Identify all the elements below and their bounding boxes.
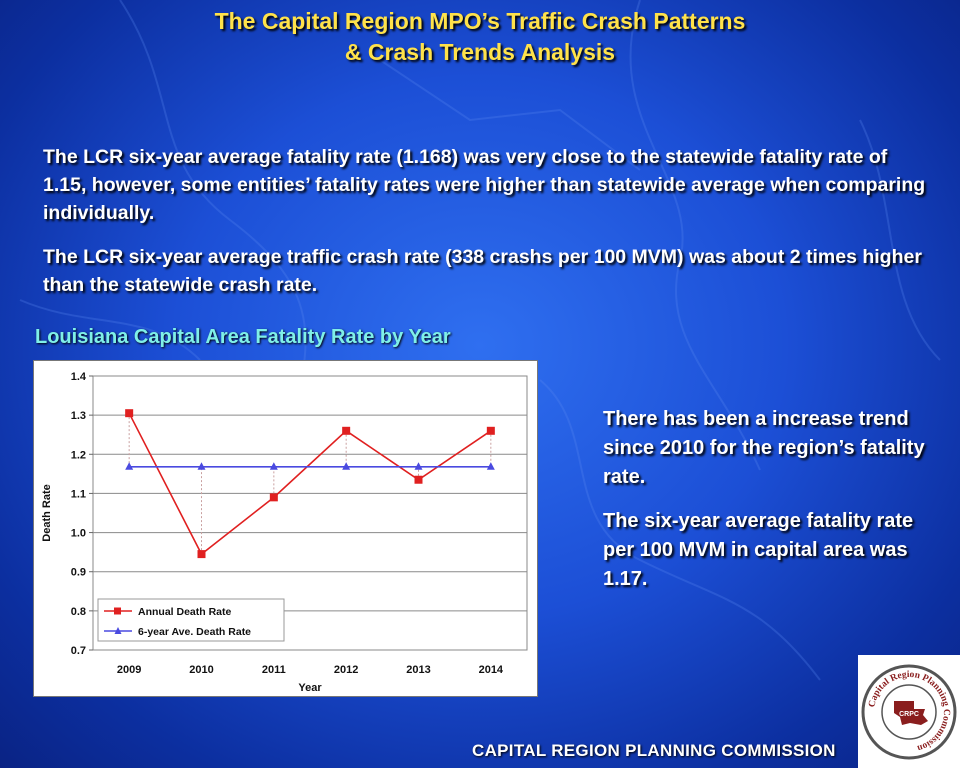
annual-death-rate-point bbox=[125, 409, 134, 418]
average-death-rate-point bbox=[125, 462, 134, 470]
x-tick-label: 2014 bbox=[479, 664, 504, 676]
x-axis-label: Year bbox=[298, 682, 322, 694]
annual-death-rate-point bbox=[269, 493, 278, 502]
y-tick-label: 1.1 bbox=[71, 488, 86, 500]
x-tick-label: 2009 bbox=[117, 664, 141, 676]
fatality-rate-paragraph: The LCR six-year average fatality rate (… bbox=[43, 146, 926, 224]
footer-organization: CAPITAL REGION PLANNING COMMISSION bbox=[472, 741, 836, 760]
average-death-rate-point bbox=[414, 462, 423, 470]
annual-death-rate-point bbox=[486, 426, 495, 435]
fatality-rate-chart: 0.7 0.8 0.9 1.0 1.1 1.2 1.3 1.4 2009 2010 2011 2012… bbox=[33, 360, 538, 697]
x-tick-label: 2012 bbox=[334, 664, 358, 676]
average-note: The six-year average fatality rate per 1… bbox=[603, 510, 914, 590]
y-axis-label: Death Rate bbox=[41, 484, 53, 541]
chart-title: Louisiana Capital Area Fatality Rate by … bbox=[35, 326, 451, 348]
slide-title-line-1: The Capital Region MPO’s Traffic Crash P… bbox=[214, 8, 746, 34]
logo-center-text: CRPC bbox=[899, 711, 919, 718]
legend-box bbox=[97, 598, 285, 642]
annual-death-rate-point bbox=[414, 475, 423, 484]
legend-label: 6-year Ave. Death Rate bbox=[138, 626, 251, 638]
legend-square-marker bbox=[114, 607, 121, 615]
y-tick-label: 1.0 bbox=[71, 528, 86, 540]
trend-note: There has been a increase trend since 20… bbox=[603, 408, 925, 488]
crpc-logo: Capital Region Planning Commission CRPC bbox=[858, 655, 960, 768]
crash-rate-paragraph: The LCR six-year average traffic crash r… bbox=[43, 246, 922, 296]
crpc-logo-graphic: Capital Region Planning Commission CRPC bbox=[861, 664, 957, 760]
y-tick-label: 1.4 bbox=[71, 371, 87, 383]
average-death-rate-point bbox=[486, 462, 495, 470]
legend-label: Annual Death Rate bbox=[138, 606, 232, 618]
y-tick-label: 0.8 bbox=[71, 606, 86, 618]
chart-legend: Annual Death Rate 6-year Ave. Death Rate bbox=[97, 598, 285, 642]
average-death-rate-point bbox=[342, 462, 351, 470]
legend-triangle-marker bbox=[114, 627, 122, 634]
y-tick-label: 1.2 bbox=[71, 449, 86, 461]
average-death-rate-point bbox=[197, 462, 206, 470]
slide-title-line-2: & Crash Trends Analysis bbox=[344, 39, 616, 65]
chart-svg: 0.7 0.8 0.9 1.0 1.1 1.2 1.3 1.4 2009 2010 2011 2012… bbox=[41, 371, 528, 694]
y-tick-label: 1.3 bbox=[71, 410, 86, 422]
average-death-rate-point bbox=[269, 462, 278, 470]
annual-death-rate-point bbox=[197, 550, 206, 559]
x-tick-label: 2013 bbox=[406, 664, 430, 676]
y-tick-label: 0.9 bbox=[71, 567, 86, 579]
annual-death-rate-point bbox=[342, 426, 351, 435]
annual-death-rate-line bbox=[128, 412, 492, 556]
x-tick-label: 2010 bbox=[189, 664, 213, 676]
x-tick-label: 2011 bbox=[262, 664, 286, 676]
y-tick-label: 0.7 bbox=[71, 645, 86, 657]
